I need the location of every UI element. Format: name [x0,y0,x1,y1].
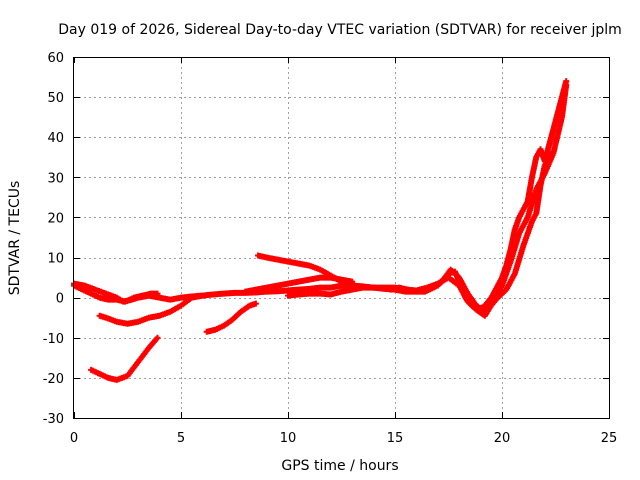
series-track-5 [203,300,259,335]
data-point [154,334,161,341]
y-axis-label: SDTVAR / TECUs [7,181,23,296]
x-axis-label: GPS time / hours [281,458,398,474]
series-track-9 [387,150,555,313]
data-point [199,292,206,299]
data-point [154,290,161,297]
y-tick-label: -30 [43,412,64,427]
x-tick-label: 20 [494,431,511,446]
y-tick-label: 10 [47,252,64,267]
data-point [548,150,555,157]
data-point [252,300,259,307]
y-tick-label: 50 [47,91,64,106]
tick-layer: 0 5 10 15 20 25 -30 -20 -10 0 10 20 30 40 50 60 [43,51,618,446]
y-tick-label: 60 [47,51,64,66]
x-tick-label: 0 [70,431,78,446]
y-tick-label: 40 [47,131,64,146]
x-tick-label: 25 [601,431,618,446]
y-tick-label: 30 [47,171,64,186]
chart-title: Day 019 of 2026, Sidereal Day-to-day VTE… [58,22,622,38]
series-track-2 [71,282,161,305]
data-point [563,82,570,89]
plot-frame [73,57,610,419]
series-track-7 [242,274,356,295]
y-tick-label: 0 [56,292,64,307]
data-layer [71,78,570,383]
y-tick-label: 20 [47,211,64,226]
series-track-4 [88,334,161,383]
x-tick-label: 15 [387,431,404,446]
y-tick-label: -20 [43,372,64,387]
x-tick-label: 10 [280,431,297,446]
data-point [349,278,356,285]
y-tick-label: -10 [43,332,64,347]
x-tick-label: 5 [177,431,185,446]
series-track-3 [96,292,206,327]
